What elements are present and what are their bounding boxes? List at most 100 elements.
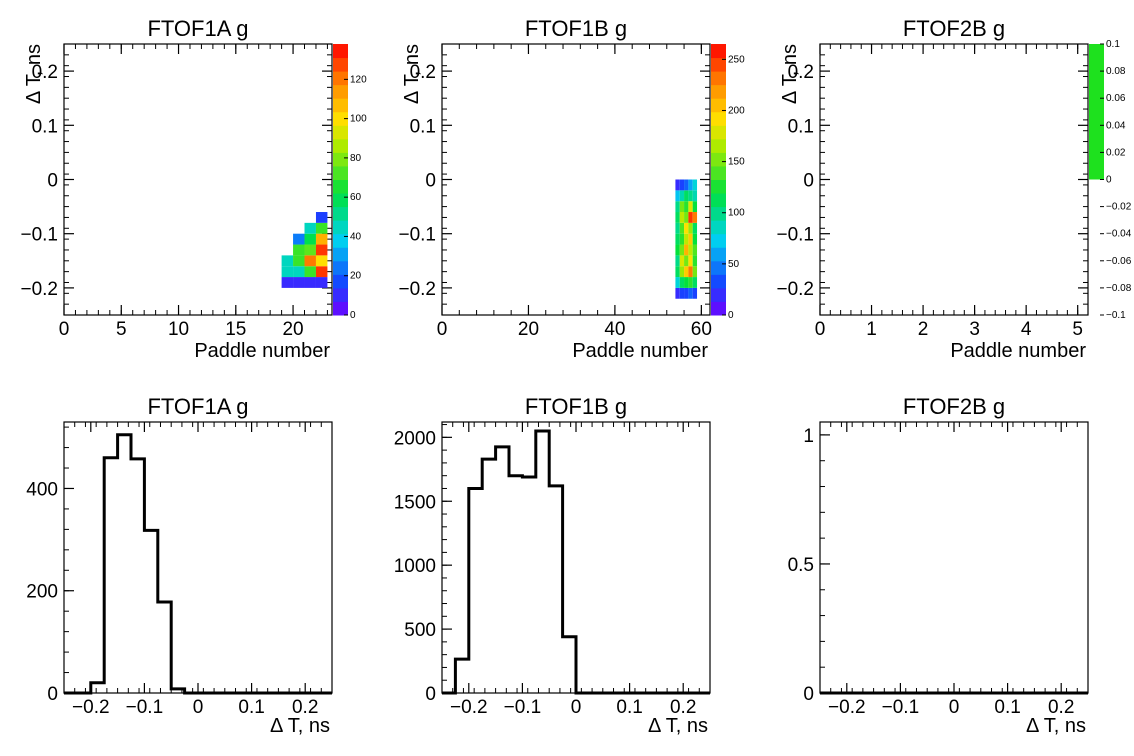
palette-tick-label: −0.06 xyxy=(1106,256,1132,267)
palette-tick-label: 0.1 xyxy=(1106,39,1120,50)
heatmap-cell xyxy=(692,201,698,213)
heatmap-cell xyxy=(684,277,689,288)
panel-ftof1a-hist: FTOF1A g −0.2 −0.1 0 0.1 0.2 0 200 400 Δ T, ns xyxy=(26,394,333,737)
palette-band xyxy=(333,301,348,316)
palette-band xyxy=(333,152,348,167)
color-palette: 0 50 100 150 200 250 xyxy=(711,44,745,321)
heatmap-cell xyxy=(688,179,693,191)
palette-tick-label: 120 xyxy=(350,74,367,85)
heatmap-cell xyxy=(679,190,685,202)
y-tick-label: 0 xyxy=(47,684,58,705)
y-tick-label: 0 xyxy=(425,684,436,705)
heatmap-cell xyxy=(293,277,305,288)
plot-frame xyxy=(819,43,1089,316)
palette-band xyxy=(711,193,726,208)
x-tick-label: 5 xyxy=(1072,319,1083,340)
heatmap-cell xyxy=(315,244,328,256)
palette-band xyxy=(333,44,348,59)
x-tick-label: 0.2 xyxy=(292,697,318,718)
x-tick-label: 1 xyxy=(866,319,877,340)
heatmap-cell xyxy=(692,287,698,299)
palette-band xyxy=(333,260,348,275)
palette-band xyxy=(1089,44,1104,180)
x-tick-label: 5 xyxy=(116,319,127,340)
x-tick-label: 0 xyxy=(59,319,70,340)
palette-tick-label: 200 xyxy=(728,105,745,116)
heatmap-cell xyxy=(688,266,693,278)
heatmap-cell xyxy=(684,287,689,299)
y-tick-label: 1500 xyxy=(394,492,436,513)
chart-title: FTOF2B g xyxy=(903,16,1005,41)
heatmap-cell xyxy=(675,201,680,213)
heatmap-cell xyxy=(304,266,316,278)
heatmap-cell xyxy=(315,277,328,288)
x-tick-label: 0 xyxy=(571,697,582,718)
palette-band xyxy=(333,287,348,302)
x-tick-label: 0 xyxy=(949,697,960,718)
y-tick-label: 0.5 xyxy=(788,555,814,576)
y-tick-label: −0.2 xyxy=(398,279,436,300)
palette-band xyxy=(333,111,348,126)
heatmap-cell xyxy=(688,201,693,213)
palette-band xyxy=(711,260,726,275)
y-tick-label: 0 xyxy=(425,171,436,192)
heatmap-cell xyxy=(692,179,698,191)
palette-tick-label: 100 xyxy=(350,114,367,125)
heatmap-cell xyxy=(675,277,680,288)
palette-tick-label: −0.1 xyxy=(1106,310,1126,321)
x-tick-label: 20 xyxy=(282,319,303,340)
palette-band xyxy=(333,125,348,140)
x-tick-label: 0 xyxy=(815,319,826,340)
palette-band xyxy=(333,179,348,194)
heatmap-cell xyxy=(304,244,316,256)
palette-tick-label: 0.04 xyxy=(1106,120,1126,131)
heatmap-cell xyxy=(684,255,689,267)
x-axis-label: Δ T, ns xyxy=(1026,715,1086,737)
palette-band xyxy=(333,71,348,86)
heatmap-cell xyxy=(304,277,316,288)
y-tick-label: 0.1 xyxy=(788,116,814,137)
heatmap-cell xyxy=(679,277,685,288)
palette-tick-label: 60 xyxy=(350,192,362,203)
heatmap-cell xyxy=(675,179,680,191)
palette-tick-label: −0.02 xyxy=(1106,202,1132,213)
palette-band xyxy=(333,57,348,72)
heatmap-cell xyxy=(281,266,294,278)
heatmap-cell xyxy=(675,266,680,278)
palette-tick-label: 20 xyxy=(350,271,362,282)
palette-band xyxy=(333,220,348,235)
heatmap-cell xyxy=(304,255,316,267)
palette-band xyxy=(711,111,726,126)
heatmap-cell xyxy=(684,201,689,213)
heatmap-cell xyxy=(692,266,698,278)
palette-band xyxy=(711,287,726,302)
heatmap-cell xyxy=(304,233,316,245)
heatmap-cell xyxy=(684,266,689,278)
y-tick-label: 0.2 xyxy=(32,62,58,83)
heatmap-cell xyxy=(688,190,693,202)
heatmap-cell xyxy=(675,190,680,202)
y-tick-label: 0 xyxy=(47,171,58,192)
heatmap-cell xyxy=(679,287,685,299)
x-tick-label: 0 xyxy=(193,697,204,718)
heatmap-cell xyxy=(281,277,294,288)
heatmap-cell xyxy=(293,266,305,278)
palette-band xyxy=(711,179,726,194)
x-tick-label: 2 xyxy=(918,319,929,340)
palette-band xyxy=(711,71,726,86)
palette-band xyxy=(711,152,726,167)
palette-band xyxy=(711,206,726,221)
heatmap-cell xyxy=(675,222,680,234)
histogram-line xyxy=(442,429,710,695)
heatmap-cell xyxy=(675,255,680,267)
palette-band xyxy=(333,233,348,248)
palette-band xyxy=(711,274,726,289)
panel-ftof1b-hist: FTOF1B g −0.2 −0.1 0 0.1 0.2 0 500 1000 1500 2000 Δ… xyxy=(394,394,711,737)
heatmap-cell xyxy=(688,233,693,245)
x-tick-label: 10 xyxy=(168,319,189,340)
heatmap-cell xyxy=(679,201,685,213)
heatmap-cell xyxy=(679,244,685,256)
y-axis-label: Δ T, ns xyxy=(779,44,801,104)
x-tick-label: 0.1 xyxy=(616,697,642,718)
palette-band xyxy=(333,98,348,113)
